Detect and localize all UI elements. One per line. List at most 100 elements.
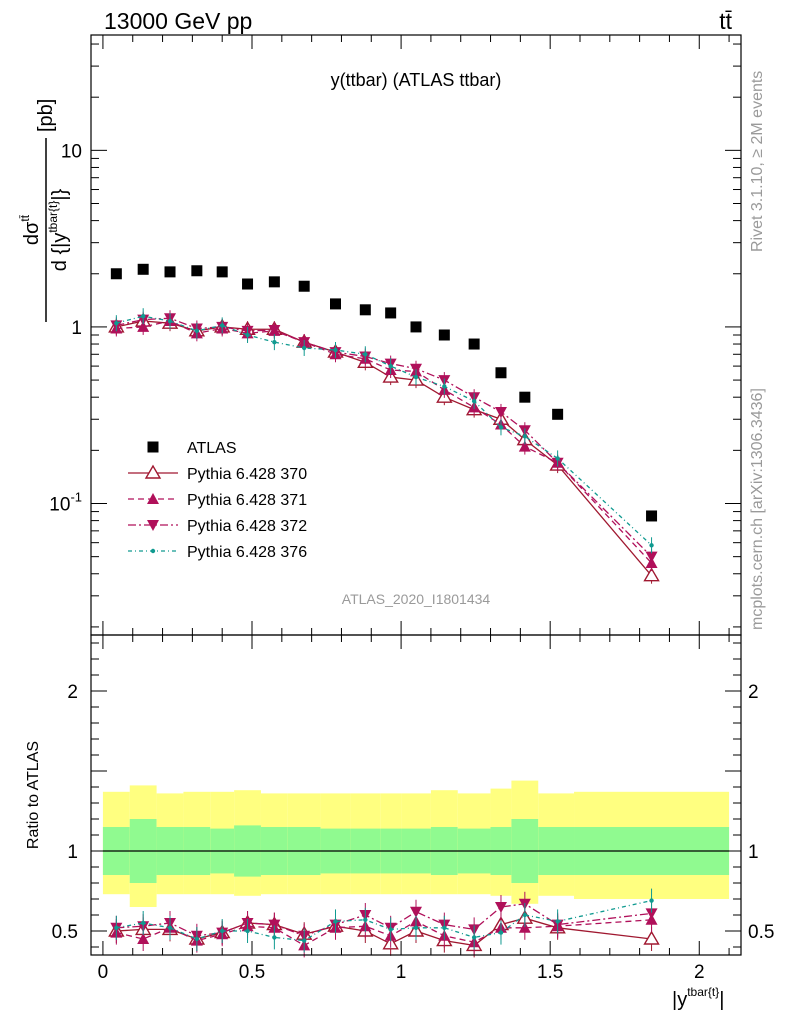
ratio-y-tick-label: 2 — [67, 682, 78, 703]
main-y-axis-label: dσtt̄ d {|ytbar{t}|} [pb] — [18, 99, 71, 322]
ratio-point — [137, 933, 150, 944]
ratio-y-tick-label-right: 2 — [748, 682, 759, 703]
ratio-uncertainty-bands — [102, 780, 730, 907]
data-point — [385, 307, 397, 319]
x-axis-label: |ytbar{t}| — [672, 985, 724, 1011]
data-point — [498, 425, 504, 430]
legend-entry: Pythia 6.428 371 — [128, 492, 307, 509]
ratio-point — [194, 936, 200, 942]
data-point — [471, 398, 477, 404]
data-point — [216, 266, 228, 278]
data-point — [245, 332, 250, 338]
data-point — [272, 339, 277, 345]
legend-label: Pythia 6.428 371 — [187, 492, 307, 509]
data-point — [413, 374, 419, 380]
legend: ATLAS Pythia 6.428 370 Pythia 6.428 371 Pyt… — [128, 440, 307, 561]
legend-entry: ATLAS — [147, 440, 237, 457]
series-atlas — [110, 263, 658, 522]
ratio-point — [522, 912, 528, 918]
ratio-point — [301, 938, 307, 943]
data-point — [137, 263, 149, 275]
main-plot-title: y(ttbar) (ATLAS ttbar) — [331, 70, 502, 90]
data-point — [649, 543, 654, 548]
data-point — [359, 304, 371, 316]
ratio-panel-series — [108, 888, 660, 958]
x-tick-label: 0.5 — [239, 962, 265, 983]
header-collision: 13000 GeV pp — [104, 8, 252, 34]
data-point — [219, 323, 225, 328]
legend-marker — [150, 548, 156, 554]
ratio-point — [518, 921, 531, 933]
data-point — [191, 265, 203, 277]
ratio-panel-frame — [90, 634, 742, 956]
data-point — [643, 567, 660, 582]
legend-label: Pythia 6.428 370 — [187, 466, 307, 483]
data-point — [518, 440, 531, 452]
ratio-point — [363, 917, 368, 922]
data-point — [167, 318, 173, 324]
data-point — [552, 408, 564, 420]
data-point — [114, 320, 119, 326]
data-point — [495, 367, 507, 379]
data-point — [388, 363, 393, 369]
data-point — [194, 328, 200, 334]
ratio-y-tick-label-right: 1 — [748, 842, 759, 863]
ratio-point — [167, 925, 173, 930]
main-panel-series — [108, 263, 660, 584]
data-point — [140, 314, 146, 319]
ratio-point — [494, 902, 507, 913]
data-point — [268, 325, 281, 337]
data-point — [298, 280, 310, 292]
x-tick-label: 1.5 — [537, 962, 563, 983]
ratio-point — [245, 928, 250, 934]
ratio-point — [555, 919, 560, 924]
data-point — [468, 338, 480, 350]
ratio-line — [116, 919, 652, 947]
analysis-watermark: ATLAS_2020_I1801434 — [342, 591, 491, 607]
ratio-point — [413, 925, 419, 930]
legend-entry: Pythia 6.428 376 — [128, 544, 307, 561]
rivet-version-label: Rivet 3.1.10, ≥ 2M events — [749, 71, 766, 252]
data-point — [268, 276, 280, 288]
data-point — [519, 391, 531, 403]
data-point — [410, 321, 422, 333]
legend-label: Pythia 6.428 372 — [187, 518, 307, 535]
svg-text:d {|ytbar{t}|}: d {|ytbar{t}|} — [46, 188, 71, 271]
ratio-point — [388, 927, 393, 932]
axes-ticks: 0 0.5 1 1.5 2 10-1 1 10 0.5 0.5 1 1 2 2 — [49, 35, 774, 983]
mcplots-label: mcplots.cern.ch [arXiv:1306.3436] — [749, 388, 766, 630]
legend-marker — [147, 441, 159, 453]
y-tick-label: 10-1 — [49, 489, 82, 515]
legend-marker — [144, 464, 162, 479]
ratio-y-axis-label: Ratio to ATLAS — [25, 741, 42, 849]
ratio-series-pythia-6-428-376 — [114, 888, 654, 953]
data-point — [333, 347, 338, 353]
data-point — [555, 456, 560, 461]
x-tick-label: 2 — [694, 962, 705, 983]
legend-entry: Pythia 6.428 370 — [128, 464, 307, 483]
data-point — [645, 551, 658, 563]
data-point — [301, 345, 307, 351]
svg-text:dσtt̄: dσtt̄ — [18, 214, 43, 245]
data-point — [522, 434, 528, 439]
data-point — [646, 510, 658, 522]
series-line — [116, 317, 653, 558]
series-line — [116, 320, 653, 564]
ratio-point — [219, 928, 225, 934]
data-point — [110, 268, 122, 280]
data-point — [329, 298, 341, 310]
ratio-point — [649, 898, 654, 903]
series-line — [116, 315, 652, 546]
data-point — [242, 278, 254, 290]
ratio-line — [116, 899, 652, 942]
data-point — [442, 384, 447, 389]
ratio-point — [272, 935, 277, 940]
ratio-point — [498, 930, 504, 935]
data-point — [164, 266, 176, 278]
ratio-line — [116, 903, 652, 937]
legend-label: Pythia 6.428 376 — [187, 544, 307, 561]
svg-text:[pb]: [pb] — [35, 99, 57, 132]
ratio-point — [140, 920, 146, 926]
svg-text:|ytbar{t}|: |ytbar{t}| — [672, 985, 724, 1011]
